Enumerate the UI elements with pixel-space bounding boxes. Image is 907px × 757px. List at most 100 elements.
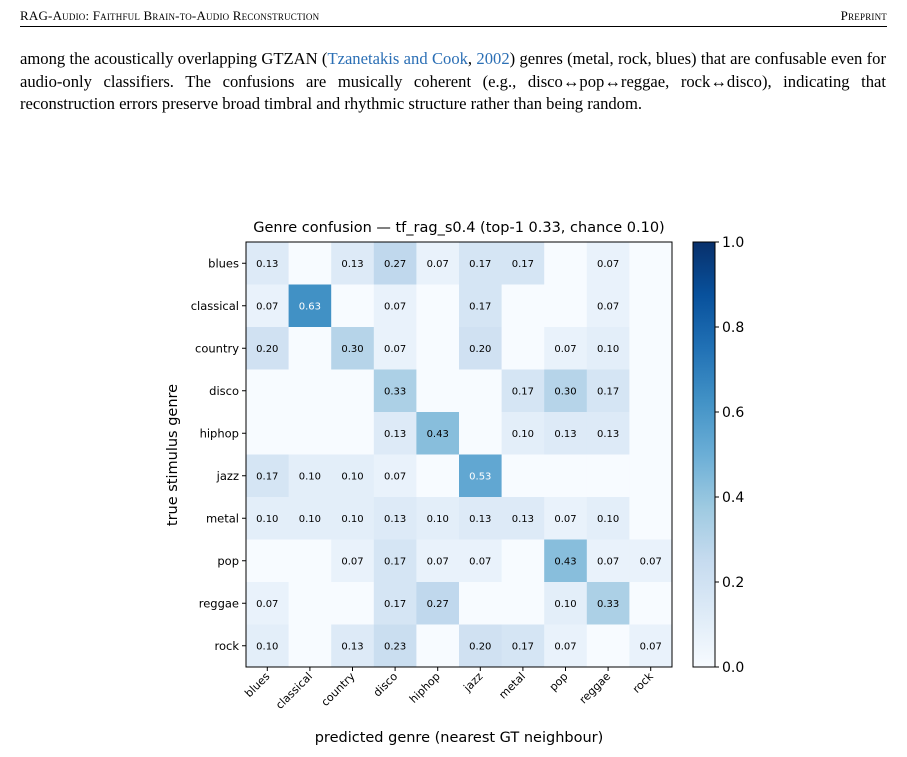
cell-rock-blues [246, 624, 290, 668]
cell-value-label: 0.17 [512, 641, 534, 652]
cell-value-label: 0.07 [554, 641, 576, 652]
cell-metal-disco [373, 497, 417, 540]
cell-blues-country [331, 242, 375, 285]
cell-value-label: 0.07 [384, 344, 406, 355]
x-axis-label: predicted genre (nearest GT neighbour) [315, 730, 604, 746]
cell-reggae-reggae [586, 582, 630, 625]
cell-value-label: 0.17 [512, 259, 534, 270]
cell-pop-rock [629, 539, 673, 583]
cell-value-label: 0.13 [384, 429, 406, 440]
cell-value-label: 0.13 [341, 641, 363, 652]
cell-disco-reggae [586, 369, 630, 413]
citation-year-link[interactable]: 2002 [476, 49, 510, 68]
citation-author-link[interactable]: Tzanetakis and Cook [327, 49, 468, 68]
cell-value-label: 0.07 [427, 556, 449, 567]
cell-value-label: 0.10 [256, 641, 278, 652]
cell-jazz-jazz [459, 454, 503, 498]
cell-blues-reggae [586, 242, 630, 285]
cell-value-label: 0.17 [256, 471, 278, 482]
cell-classical-pop [544, 284, 588, 328]
cell-value-label: 0.20 [469, 344, 491, 355]
cell-blues-disco [373, 242, 417, 285]
cell-classical-hiphop [416, 284, 460, 328]
cell-rock-pop [544, 624, 588, 668]
x-tick-label-metal: metal [496, 670, 528, 702]
cell-value-label: 0.07 [427, 259, 449, 270]
cell-value-label: 0.20 [256, 344, 278, 355]
cell-value-label: 0.43 [554, 556, 576, 567]
cell-value-label: 0.07 [554, 344, 576, 355]
cell-value-label: 0.07 [554, 514, 576, 525]
cell-value-label: 0.63 [299, 301, 321, 312]
cell-value-label: 0.17 [597, 386, 619, 397]
cell-value-label: 0.07 [384, 301, 406, 312]
cell-value-label: 0.13 [554, 429, 576, 440]
cell-jazz-disco [373, 454, 417, 498]
y-tick-label-classical: classical [191, 299, 239, 313]
cell-value-label: 0.10 [597, 514, 619, 525]
cell-country-reggae [586, 327, 630, 370]
cell-disco-classical [288, 369, 332, 413]
cell-disco-jazz [459, 369, 503, 413]
cell-rock-country [331, 624, 375, 668]
cell-value-label: 0.13 [512, 514, 534, 525]
cell-classical-blues [246, 284, 290, 328]
x-tick-label-reggae: reggae [577, 670, 614, 707]
cell-classical-country [331, 284, 375, 328]
cell-value-label: 0.17 [469, 259, 491, 270]
cell-metal-blues [246, 497, 290, 540]
cell-rock-rock [629, 624, 673, 668]
cell-value-label: 0.10 [299, 514, 321, 525]
cell-classical-reggae [586, 284, 630, 328]
x-tick-label-country: country [319, 670, 358, 709]
cell-disco-rock [629, 369, 673, 413]
cell-country-blues [246, 327, 290, 370]
cell-rock-jazz [459, 624, 503, 668]
confusion-matrix-chart: Genre confusion — tf_rag_s0.4 (top-1 0.3… [165, 220, 744, 746]
cell-country-rock [629, 327, 673, 370]
colorbar-tick-label: 1.0 [722, 235, 744, 251]
cell-value-label: 0.07 [640, 556, 662, 567]
cell-pop-blues [246, 539, 290, 583]
confusion-figure: Genre confusion — tf_rag_s0.4 (top-1 0.3… [0, 200, 907, 757]
cell-value-label: 0.53 [469, 471, 491, 482]
cell-metal-pop [544, 497, 588, 540]
x-tick-label-disco: disco [371, 670, 401, 700]
y-tick-label-country: country [195, 341, 239, 355]
cell-reggae-hiphop [416, 582, 460, 625]
cell-country-pop [544, 327, 588, 370]
cell-disco-hiphop [416, 369, 460, 413]
cell-jazz-country [331, 454, 375, 498]
cell-reggae-jazz [459, 582, 503, 625]
y-tick-label-blues: blues [208, 256, 239, 270]
y-tick-label-rock: rock [215, 639, 240, 653]
x-tick-label-classical: classical [273, 670, 315, 712]
cell-jazz-blues [246, 454, 290, 498]
cell-blues-blues [246, 242, 290, 285]
cell-pop-hiphop [416, 539, 460, 583]
cell-value-label: 0.30 [554, 386, 576, 397]
cell-hiphop-disco [373, 412, 417, 455]
cell-disco-disco [373, 369, 417, 413]
cell-value-label: 0.33 [384, 386, 406, 397]
x-tick-label-blues: blues [242, 670, 272, 700]
cell-hiphop-classical [288, 412, 332, 455]
y-axis-label: true stimulus genre [165, 384, 181, 526]
cell-blues-classical [288, 242, 332, 285]
cell-jazz-reggae [586, 454, 630, 498]
cell-rock-disco [373, 624, 417, 668]
cell-jazz-rock [629, 454, 673, 498]
cell-value-label: 0.07 [597, 259, 619, 270]
cell-value-label: 0.07 [341, 556, 363, 567]
cell-value-label: 0.20 [469, 641, 491, 652]
colorbar-tick-label: 0.4 [722, 490, 744, 506]
x-tick-label-pop: pop [547, 670, 571, 694]
cell-disco-blues [246, 369, 290, 413]
x-tick-label-rock: rock [630, 669, 656, 695]
cell-blues-metal [501, 242, 545, 285]
cell-country-classical [288, 327, 332, 370]
cell-metal-metal [501, 497, 545, 540]
cell-value-label: 0.13 [469, 514, 491, 525]
cell-country-jazz [459, 327, 503, 370]
cell-value-label: 0.07 [469, 556, 491, 567]
